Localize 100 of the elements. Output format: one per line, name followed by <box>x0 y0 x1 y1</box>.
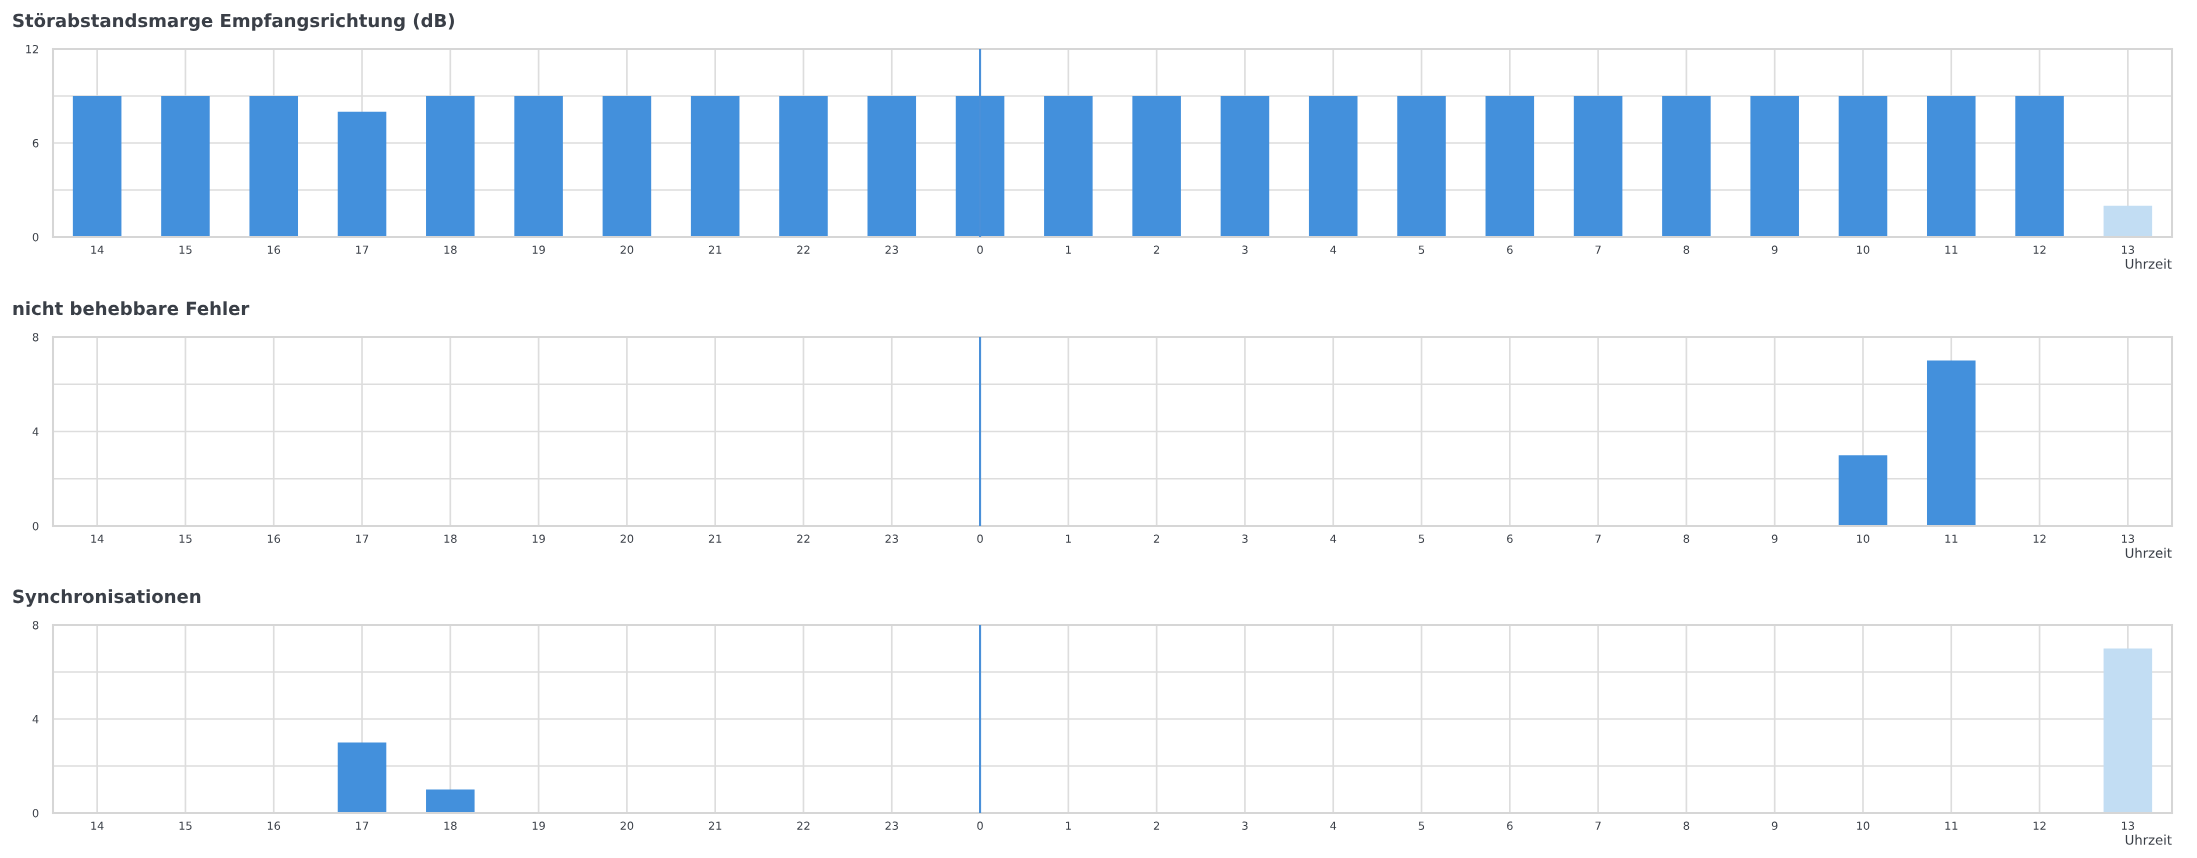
y-tick-label: 4 <box>32 715 39 724</box>
x-tick-label: 23 <box>885 821 898 830</box>
x-tick-label: 6 <box>1507 821 1513 830</box>
bar <box>1750 96 1799 237</box>
x-tick-label: 10 <box>1857 821 1870 830</box>
x-tick-label: 5 <box>1418 821 1425 830</box>
x-tick-label: 3 <box>1242 821 1248 830</box>
x-tick-label: 22 <box>797 821 810 830</box>
x-tick-label: 22 <box>797 245 810 254</box>
x-tick-label: 13 <box>2122 821 2135 830</box>
bar <box>1662 96 1711 237</box>
bar <box>1397 96 1446 237</box>
x-tick-label: 14 <box>91 821 104 830</box>
y-tick-label: 4 <box>32 427 39 436</box>
bar <box>602 96 652 237</box>
bar <box>779 96 828 237</box>
bar <box>426 789 475 813</box>
x-axis-title: Uhrzeit <box>2125 834 2172 845</box>
x-tick-label: 7 <box>1595 821 1601 830</box>
x-tick-label: 12 <box>2033 245 2046 254</box>
bar <box>2103 205 2153 237</box>
x-tick-label: 20 <box>620 245 634 254</box>
bar <box>337 111 387 237</box>
x-tick-label: 13 <box>2122 534 2135 543</box>
x-tick-label: 2 <box>1153 534 1160 543</box>
bar <box>514 96 563 237</box>
x-tick-label: 7 <box>1595 534 1601 543</box>
x-tick-label: 1 <box>1066 534 1071 543</box>
x-tick-label: 1 <box>1066 245 1071 254</box>
x-tick-label: 4 <box>1330 821 1337 830</box>
x-tick-label: 20 <box>620 534 634 543</box>
x-tick-label: 9 <box>1771 534 1778 543</box>
chart-title: Synchronisationen <box>13 589 201 607</box>
x-tick-label: 9 <box>1771 821 1778 830</box>
x-tick-label: 6 <box>1507 534 1513 543</box>
bar <box>1044 96 1093 237</box>
bar <box>161 96 210 237</box>
bar <box>426 96 475 237</box>
chart-title: nicht behebbare Fehler <box>13 301 250 316</box>
x-tick-label: 1 <box>1066 821 1071 830</box>
x-axis-title: Uhrzeit <box>2125 258 2172 269</box>
x-tick-label: 17 <box>356 821 369 830</box>
x-tick-label: 9 <box>1771 245 1778 254</box>
y-tick-label: 0 <box>32 232 39 242</box>
bar <box>337 742 387 813</box>
x-tick-label: 11 <box>1945 534 1958 543</box>
x-tick-label: 16 <box>267 821 281 830</box>
x-tick-label: 15 <box>179 245 192 254</box>
x-tick-label: 18 <box>444 534 457 543</box>
bar <box>1926 96 1976 237</box>
bar <box>249 96 299 237</box>
x-tick-label: 2 <box>1153 821 1160 830</box>
x-tick-label: 2 <box>1153 245 1160 254</box>
x-tick-label: 15 <box>179 534 192 543</box>
x-tick-label: 4 <box>1330 534 1337 543</box>
x-tick-label: 14 <box>91 245 104 254</box>
x-tick-label: 18 <box>444 821 457 830</box>
bar <box>690 96 740 237</box>
x-tick-label: 17 <box>356 534 369 543</box>
x-tick-label: 19 <box>532 821 545 830</box>
x-tick-label: 5 <box>1418 245 1425 254</box>
x-tick-label: 8 <box>1683 534 1690 543</box>
x-tick-label: 23 <box>885 534 898 543</box>
x-tick-label: 4 <box>1330 245 1337 254</box>
x-tick-label: 12 <box>2033 821 2046 830</box>
y-tick-label: 8 <box>32 620 39 630</box>
x-tick-label: 16 <box>267 534 281 543</box>
x-tick-label: 8 <box>1683 245 1690 254</box>
x-tick-label: 22 <box>797 534 810 543</box>
bar <box>2015 96 2064 237</box>
x-tick-label: 10 <box>1857 245 1870 254</box>
bar <box>1573 96 1623 237</box>
x-tick-label: 11 <box>1945 821 1958 830</box>
x-tick-label: 21 <box>708 821 722 830</box>
x-tick-label: 14 <box>91 534 104 543</box>
x-tick-label: 18 <box>444 245 457 254</box>
bar <box>867 96 917 237</box>
y-tick-label: 12 <box>26 44 38 54</box>
x-tick-label: 0 <box>977 245 983 254</box>
x-tick-label: 19 <box>532 245 545 254</box>
x-tick-label: 3 <box>1242 245 1248 254</box>
x-tick-label: 7 <box>1595 245 1601 254</box>
y-tick-label: 8 <box>32 332 39 342</box>
x-tick-label: 16 <box>267 245 281 254</box>
x-tick-label: 13 <box>2122 245 2135 254</box>
x-tick-label: 17 <box>356 245 369 254</box>
x-tick-label: 3 <box>1242 534 1248 543</box>
x-tick-label: 0 <box>977 534 983 543</box>
x-tick-label: 21 <box>708 534 722 543</box>
y-tick-label: 0 <box>32 521 39 531</box>
x-axis-title: Uhrzeit <box>2125 547 2172 558</box>
x-tick-label: 10 <box>1857 534 1870 543</box>
bar <box>2103 648 2153 813</box>
bar <box>1485 96 1535 237</box>
bar <box>72 96 122 237</box>
y-tick-label: 0 <box>32 808 39 818</box>
x-tick-label: 15 <box>179 821 192 830</box>
x-tick-label: 19 <box>532 534 545 543</box>
bar <box>1132 96 1181 237</box>
x-tick-label: 21 <box>708 245 722 254</box>
